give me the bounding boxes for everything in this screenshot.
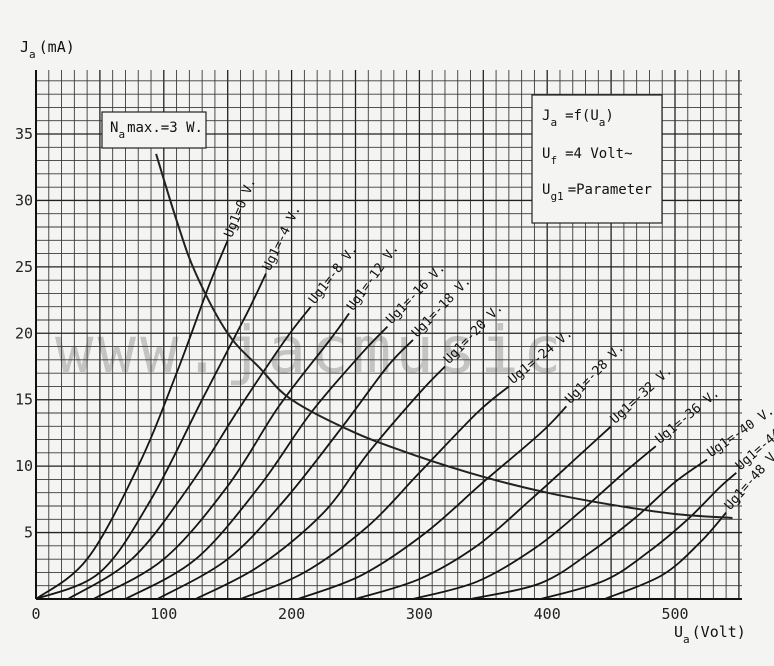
parameter-line-uf: Uf =4 Volt~ [542, 146, 633, 167]
curve-ug1-9 [355, 425, 612, 600]
curve-ug1-4 [125, 325, 389, 600]
curve-ug1-1 [35, 273, 267, 600]
x-tick-label: 400 [534, 605, 561, 623]
x-tick-label: 0 [31, 605, 40, 623]
parameter-line-ja: Ja =f(Ua) [542, 108, 614, 129]
curve-ug1-13 [604, 512, 727, 600]
x-tick-label: 100 [150, 605, 177, 623]
grid-voltage-curves [35, 239, 737, 600]
x-tick-label: 200 [278, 605, 305, 623]
curve-ug1-6 [195, 365, 446, 600]
parameter-line-ug1: Ug1 =Parameter [542, 182, 652, 203]
y-tick-label: 15 [15, 391, 33, 409]
curve-label: Ug1=-28 V. [562, 340, 627, 407]
power-annotation-text: Na max.=3 W. [110, 120, 203, 141]
parameter-box-frame [531, 94, 663, 224]
parameter-box: Ja =f(Ua) Uf =4 Volt~ Ug1 =Parameter [531, 94, 663, 224]
y-tick-label: 30 [15, 191, 33, 209]
curve-ug1-12 [540, 472, 737, 600]
power-limit-curve [155, 153, 733, 519]
watermark-text: www.jacmusic [55, 314, 565, 388]
power-annotation: Na max.=3 W. [101, 111, 207, 149]
power-annotation-frame [101, 111, 207, 149]
tick-labels: 0 100 200 300 400 500 5 10 15 20 25 30 35 [15, 125, 689, 623]
y-tick-label: 10 [15, 457, 33, 475]
curve-ug1-8 [297, 405, 568, 600]
x-axis-title: Ua (Volt) [674, 623, 746, 646]
curve-ug1-7 [240, 385, 510, 600]
y-tick-label: 35 [15, 125, 33, 143]
axes [35, 70, 742, 600]
x-tick-label: 500 [661, 605, 688, 623]
curve-ug1-3 [93, 312, 350, 600]
power-limit-line [155, 153, 733, 519]
curve-ug1-0 [35, 239, 229, 600]
curve-ug1-11 [470, 458, 708, 600]
y-tick-label: 20 [15, 324, 33, 342]
curve-ug1-10 [412, 445, 657, 600]
x-tick-label: 300 [406, 605, 433, 623]
y-tick-label: 25 [15, 258, 33, 276]
curve-ug1-5 [156, 339, 414, 600]
curve-ug1-2 [67, 306, 312, 600]
y-axis-title: Ja (mA) [20, 38, 75, 61]
y-tick-label: 5 [24, 524, 33, 542]
